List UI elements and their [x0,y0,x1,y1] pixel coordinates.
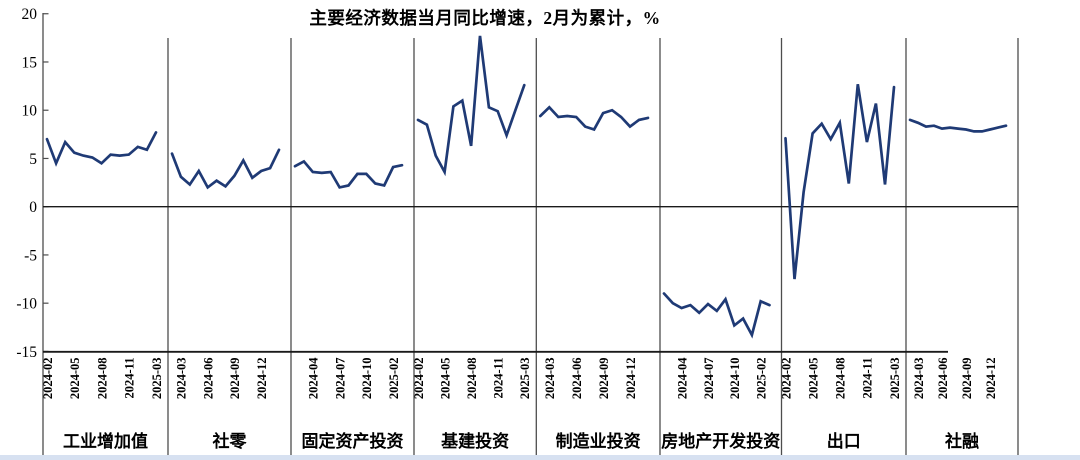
x-tick-label: 2024-11 [492,358,506,399]
y-tick-label: 20 [22,6,38,23]
x-tick-label: 2024-07 [333,358,347,400]
x-tick-label: 2024-03 [543,358,557,400]
x-tick-label: 2024-06 [202,358,216,400]
x-tick-label: 2025-03 [888,358,902,400]
y-tick-label: 0 [29,199,37,216]
x-tick-label: 2025-03 [150,358,164,400]
x-tick-label: 2024-10 [360,358,374,400]
panel-1-line [45,131,158,167]
x-tick-label: 2024-10 [728,358,742,400]
y-tick-label: 5 [29,151,37,168]
category-label: 固定资产投资 [302,431,404,451]
x-tick-label: 2024-09 [228,358,242,400]
x-tick-label: 2024-03 [175,358,189,400]
x-tick-label: 2024-03 [912,358,926,400]
x-tick-label: 2024-11 [123,358,137,399]
y-tick-label: 10 [22,103,38,120]
x-tick-label: 2024-08 [834,358,848,400]
x-tick-label: 2024-06 [936,358,950,400]
category-label: 制造业投资 [556,431,641,451]
category-label: 社零 [212,431,248,451]
x-tick-label: 2025-03 [518,358,532,400]
category-label: 出口 [827,431,861,451]
x-tick-label: 2024-06 [570,358,584,400]
x-tick-label: 2024-02 [41,358,55,400]
x-tick-label: 2024-05 [68,358,82,400]
panel-2-line [170,148,281,190]
x-tick-label: 2024-07 [702,358,716,400]
panel-6-line [662,292,771,339]
y-tick-label: 15 [22,54,38,71]
category-label: 工业增加值 [63,431,148,451]
x-tick-label: 2024-02 [412,358,426,400]
x-tick-label: 2024-04 [307,357,321,399]
category-label: 社融 [944,431,979,451]
panel-3-line [293,159,404,189]
x-tick-label: 2024-02 [779,358,793,400]
x-tick-label: 2024-05 [438,358,452,400]
x-tick-label: 2024-08 [95,358,109,400]
x-tick-label: 2024-05 [806,358,820,400]
x-tick-label: 2024-11 [861,358,875,399]
panel-7-line [784,83,896,280]
x-tick-label: 2024-12 [984,358,998,400]
y-tick-label: -10 [16,296,37,313]
x-tick-label: 2025-02 [755,358,769,400]
panel-5-line [538,105,650,132]
category-label: 房地产开发投资 [661,431,780,451]
x-tick-label: 2024-09 [597,358,611,400]
chart-title: 主要经济数据当月同比增速，2月为累计，% [309,8,661,28]
category-label: 基建投资 [440,431,509,451]
y-tick-label: -15 [16,344,37,361]
panel-4-line [416,35,526,177]
x-tick-label: 2024-04 [675,357,689,399]
x-tick-label: 2024-12 [255,358,269,400]
x-tick-label: 2024-09 [960,358,974,400]
panel-8-line [908,118,1008,133]
y-tick-label: -5 [24,247,37,264]
x-tick-label: 2024-08 [465,358,479,400]
x-tick-label: 2024-12 [624,358,638,400]
bottom-strip [0,455,1080,460]
x-tick-label: 2025-02 [387,358,401,400]
